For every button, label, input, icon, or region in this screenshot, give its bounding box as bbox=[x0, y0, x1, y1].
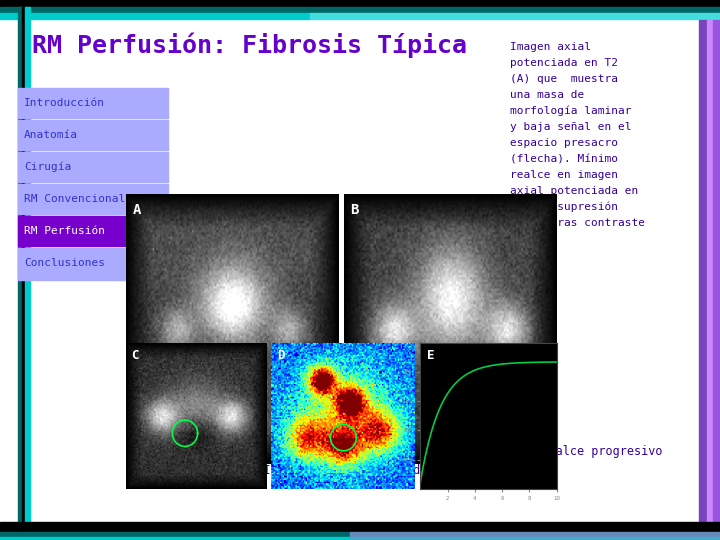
Text: (B): (B) bbox=[510, 234, 530, 244]
Text: T1 con supresión: T1 con supresión bbox=[510, 202, 618, 213]
Text: (flecha). Mínimo: (flecha). Mínimo bbox=[510, 154, 618, 164]
Text: RM Perfusión: Fibrosis Típica: RM Perfusión: Fibrosis Típica bbox=[32, 33, 467, 58]
Bar bbox=[0, 532, 350, 537]
Text: realce en imagen: realce en imagen bbox=[510, 170, 618, 180]
Text: Imagen axial: Imagen axial bbox=[510, 42, 591, 52]
Text: RM Perfusión: Cinética de realce (C,D,E) mostrando realce progresivo
(Curva tipo: RM Perfusión: Cinética de realce (C,D,E)… bbox=[178, 445, 662, 477]
Bar bbox=[0, 7, 720, 13]
Bar bbox=[18, 88, 168, 118]
Text: C: C bbox=[132, 349, 139, 362]
Text: Anatomía: Anatomía bbox=[24, 130, 78, 140]
Text: potenciada en T2: potenciada en T2 bbox=[510, 58, 618, 68]
Bar bbox=[699, 20, 707, 522]
Text: y baja señal en el: y baja señal en el bbox=[510, 122, 631, 132]
Bar bbox=[713, 20, 720, 522]
Bar bbox=[18, 216, 168, 246]
Text: Introducción: Introducción bbox=[24, 98, 105, 108]
Bar bbox=[25, 7, 30, 522]
Text: grasa tras contraste: grasa tras contraste bbox=[510, 218, 645, 228]
Bar bbox=[350, 537, 720, 540]
Bar bbox=[310, 13, 720, 19]
Bar bbox=[18, 152, 168, 182]
Bar bbox=[18, 250, 168, 280]
Text: Conclusiones: Conclusiones bbox=[24, 258, 105, 268]
Text: morfología laminar: morfología laminar bbox=[510, 106, 631, 117]
Bar bbox=[350, 532, 720, 537]
Text: E: E bbox=[427, 349, 435, 362]
Text: A: A bbox=[132, 202, 140, 217]
Text: RM Perfusión: RM Perfusión bbox=[24, 226, 105, 236]
Bar bbox=[0, 537, 350, 540]
Text: axial potenciada en: axial potenciada en bbox=[510, 186, 638, 196]
Text: RM Convencional: RM Convencional bbox=[24, 194, 125, 204]
Bar bbox=[18, 184, 168, 214]
Text: B: B bbox=[351, 202, 359, 217]
Text: espacio presacro: espacio presacro bbox=[510, 138, 618, 148]
Bar bbox=[18, 248, 168, 278]
Text: D: D bbox=[277, 349, 284, 362]
Bar bbox=[0, 13, 310, 19]
Bar bbox=[0, 522, 720, 532]
Bar bbox=[0, 0, 720, 7]
Text: Cirugía: Cirugía bbox=[24, 162, 71, 172]
Text: (A) que  muestra: (A) que muestra bbox=[510, 74, 618, 84]
Bar bbox=[18, 7, 22, 522]
Bar bbox=[707, 20, 713, 522]
Text: una masa de: una masa de bbox=[510, 90, 584, 100]
Bar bbox=[22, 7, 24, 522]
Bar bbox=[18, 120, 168, 150]
